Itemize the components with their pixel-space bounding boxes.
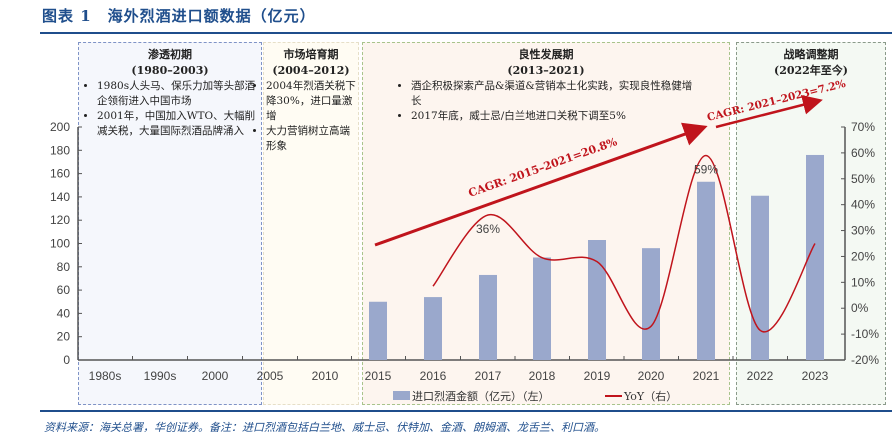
x-tick-label: 1980s <box>89 369 122 383</box>
phase-bullet: 酒企积极探索产品&渠道&营销本土化实践，实现良性稳健增长 <box>411 79 693 109</box>
right-tick-label: -20% <box>851 353 879 367</box>
phase-period: (2022年至今) <box>773 64 849 77</box>
phase-bullet: 2001年，中国加入WTO、大幅削减关税，大量国际烈酒品牌涌入 <box>97 109 257 139</box>
legend-bar-label: 进口烈酒金额（亿元）（左） <box>412 389 550 403</box>
right-tick-label: 50% <box>851 172 875 186</box>
title-rule <box>40 32 892 34</box>
left-tick-label: 160 <box>50 167 70 181</box>
cagr-label: CAGR: 2015–2021=20.8% <box>467 135 620 200</box>
right-tick-label: 60% <box>851 146 875 160</box>
phase-bullet: 1980s人头马、保乐力加等头部酒企领衔进入中国市场 <box>97 79 257 109</box>
x-tick-label: 2022 <box>747 369 774 383</box>
left-tick-label: 40 <box>57 306 71 320</box>
bar-2018 <box>533 257 551 360</box>
yoy-line <box>432 154 816 333</box>
bar-2023 <box>806 154 824 360</box>
left-tick-label: 60 <box>57 283 71 297</box>
phase-period: (1980–2003) <box>131 64 209 77</box>
left-tick-label: 0 <box>63 353 70 367</box>
x-tick-label: 2019 <box>584 369 611 383</box>
left-tick-label: 20 <box>57 330 71 344</box>
cagr-label: CAGR: 2021–2023=7.2% <box>706 78 847 124</box>
x-tick-label: 2018 <box>529 369 556 383</box>
bar-2021 <box>697 181 715 360</box>
phase-title: 良性发展期 <box>518 48 574 61</box>
x-tick-label: 2023 <box>802 369 829 383</box>
x-tick-label: 2020 <box>638 369 665 383</box>
left-tick-label: 100 <box>50 237 70 251</box>
right-tick-label: -10% <box>851 327 879 341</box>
right-tick-label: 70% <box>851 120 875 134</box>
phase-bullet: 2004年烈酒关税下降30%，进口量激增 <box>266 79 360 124</box>
bar-2019 <box>588 240 606 360</box>
bar-2016 <box>424 297 442 360</box>
bar-2022 <box>751 195 769 360</box>
phase-bullet: 2017年底，威士忌/白兰地进口关税下调至5% <box>411 109 693 124</box>
phase-title: 战略调整期 <box>783 48 839 61</box>
phase-panel-penetration: 渗透初期 (1980–2003) 1980s人头马、保乐力加等头部酒企领衔进入中国… <box>78 42 262 405</box>
phase-panel-cultivation: 市场培育期 (2004–2012) 2004年烈酒关税下降30%，进口量激增 大力… <box>263 42 359 405</box>
right-tick-label: 10% <box>851 275 875 289</box>
x-tick-label: 2017 <box>475 369 502 383</box>
x-tick-label: 1990s <box>144 369 177 383</box>
left-tick-label: 80 <box>57 260 71 274</box>
source-rule <box>40 410 892 412</box>
x-tick-label: 2015 <box>365 369 392 383</box>
data-label: 59% <box>694 162 718 176</box>
phase-bullet: 大力营销树立高端形象 <box>266 124 360 154</box>
phase-period: (2013–2021) <box>507 64 585 77</box>
x-tick-label: 2000 <box>202 369 229 383</box>
right-tick-label: 30% <box>851 224 875 238</box>
legend-line-label: YoY（右） <box>623 389 677 403</box>
right-tick-label: 40% <box>851 198 875 212</box>
x-tick-label: 2016 <box>420 369 447 383</box>
cagr-arrow-2021-2023 <box>715 95 823 129</box>
cagr-arrow-2015-2021 <box>374 122 708 247</box>
left-tick-label: 180 <box>50 143 70 157</box>
x-tick-label: 2010 <box>312 369 339 383</box>
left-tick-label: 140 <box>50 190 70 204</box>
legend-bar-swatch <box>393 391 410 400</box>
x-tick-label: 2021 <box>693 369 720 383</box>
x-tick-label: 2005 <box>257 369 284 383</box>
left-tick-label: 120 <box>50 213 70 227</box>
right-tick-label: 0% <box>851 301 869 315</box>
figure-title: 图表 1 海外烈酒进口额数据（亿元） <box>42 7 316 25</box>
bar-2017 <box>479 274 497 360</box>
bar-2015 <box>369 301 387 360</box>
source-note: 资料来源：海关总署，华创证券。备注：进口烈酒包括白兰地、威士忌、伏特加、金酒、朗… <box>44 421 605 434</box>
bar-2020 <box>642 248 660 360</box>
phase-period: (2004–2012) <box>272 64 350 77</box>
phase-title: 渗透初期 <box>148 48 192 61</box>
data-label: 36% <box>476 222 500 236</box>
right-tick-label: 20% <box>851 249 875 263</box>
phase-title: 市场培育期 <box>283 48 339 61</box>
left-tick-label: 200 <box>50 120 70 134</box>
